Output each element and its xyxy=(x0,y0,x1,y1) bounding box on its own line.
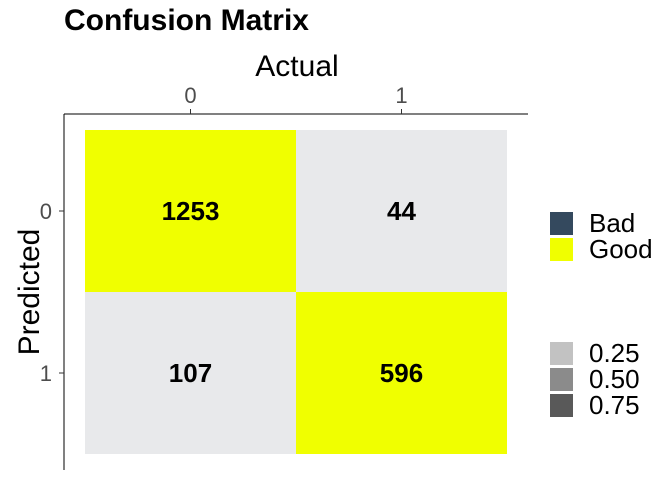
legend-label-bad: Bad xyxy=(589,207,636,238)
legend-item-alpha-075: 0.75 xyxy=(550,389,640,420)
cell-label-1-0: 107 xyxy=(169,358,212,388)
legend-label-good: Good xyxy=(589,233,653,264)
heatmap-cell-1-0 xyxy=(85,292,296,454)
cell-label-0-1: 44 xyxy=(387,196,416,226)
legend-item-alpha-025: 0.25 xyxy=(550,337,640,368)
legend-swatch-alpha-075 xyxy=(550,393,573,417)
legend-item-alpha-050: 0.50 xyxy=(550,363,640,394)
legend-label-alpha-075: 0.75 xyxy=(589,389,640,420)
legend-swatch-alpha-050 xyxy=(550,367,573,391)
x-tick-label-1: 1 xyxy=(395,83,407,108)
chart-title: Confusion Matrix xyxy=(64,4,309,37)
legend-label-alpha-050: 0.50 xyxy=(589,363,640,394)
legend-swatch-bad xyxy=(550,211,573,235)
y-tick-label-1: 1 xyxy=(40,361,52,386)
heatmap-cell-0-1 xyxy=(296,130,507,292)
legend-item-good: Good xyxy=(550,233,653,264)
legend-label-alpha-025: 0.25 xyxy=(589,337,640,368)
cell-label-1-1: 596 xyxy=(380,358,423,388)
fill-legend: Bad Good xyxy=(550,207,653,264)
x-tick-label-0: 0 xyxy=(184,83,196,108)
cell-label-0-0: 1253 xyxy=(162,196,220,226)
y-tick-label-0: 0 xyxy=(40,199,52,224)
legend-item-bad: Bad xyxy=(550,207,653,238)
legend-swatch-alpha-025 xyxy=(550,341,573,365)
x-axis-title: Actual xyxy=(255,50,339,83)
heatmap-cell-0-0 xyxy=(85,130,296,292)
alpha-legend: 0.25 0.50 0.75 xyxy=(550,337,640,420)
legend-swatch-good xyxy=(550,237,573,261)
heatmap-cell-1-1 xyxy=(296,292,507,454)
